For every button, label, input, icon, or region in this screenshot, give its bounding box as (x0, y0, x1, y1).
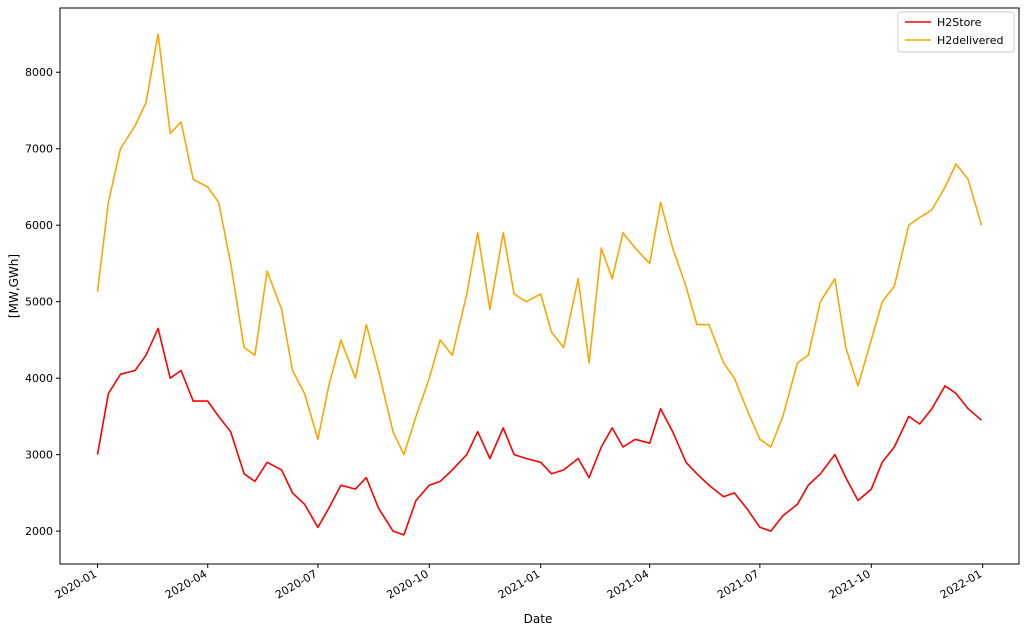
series-line-h2store (96, 327, 983, 536)
x-tick-label: 2021-10 (826, 567, 872, 601)
y-tick-label: 3000 (25, 449, 53, 462)
x-tick-label: 2022-01 (938, 567, 984, 601)
y-tick-label: 8000 (25, 66, 53, 79)
legend-label-h2store: H2Store (937, 16, 982, 29)
y-tick-label: 7000 (25, 143, 53, 156)
series-lines (96, 33, 983, 536)
y-tick-label: 5000 (25, 296, 53, 309)
y-axis-ticks: 2000 3000 4000 5000 6000 7000 8000 (25, 66, 60, 538)
x-tick-label: 2021-01 (496, 567, 542, 601)
legend: H2Store H2delivered (897, 11, 1015, 53)
y-tick-label: 6000 (25, 219, 53, 232)
x-tick-label: 2020-07 (273, 567, 319, 601)
x-axis-label: Date (524, 612, 553, 626)
x-tick-label: 2021-07 (715, 567, 761, 601)
legend-label-h2delivered: H2delivered (937, 34, 1003, 47)
series-line-h2delivered (96, 33, 983, 456)
y-tick-label: 4000 (25, 372, 53, 385)
plot-frame (59, 7, 1020, 565)
x-axis-ticks: 2020-01 2020-04 2020-07 2020-10 2021-01 2021-… (53, 564, 984, 602)
x-tick-label: 2020-01 (53, 567, 99, 601)
y-axis-label: [MW,GWh] (7, 254, 21, 318)
x-tick-label: 2020-10 (385, 567, 431, 601)
y-tick-label: 2000 (25, 525, 53, 538)
x-tick-label: 2020-04 (163, 567, 209, 601)
x-tick-label: 2021-04 (605, 567, 651, 601)
